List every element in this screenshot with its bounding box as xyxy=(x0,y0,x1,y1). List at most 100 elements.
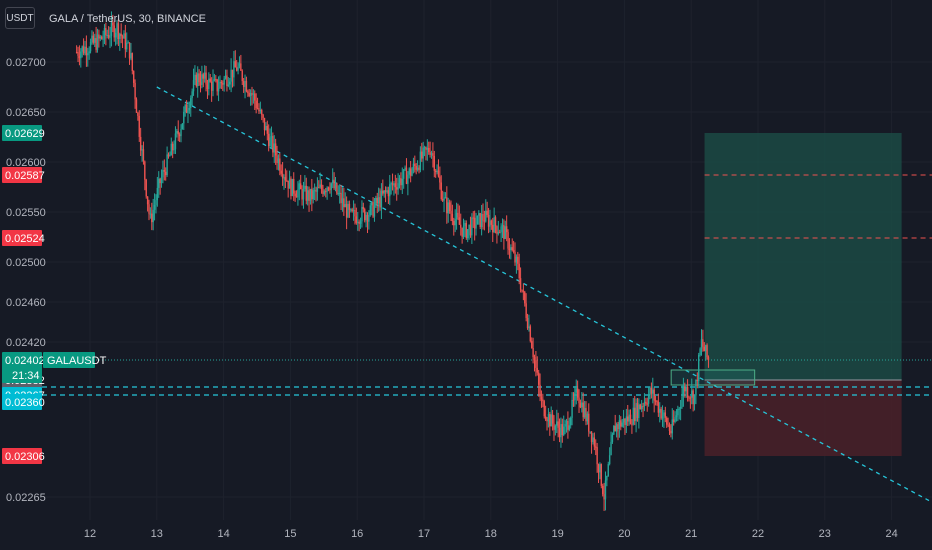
current-price-tag[interactable] xyxy=(2,352,42,383)
candle-body xyxy=(476,215,479,225)
candle-body xyxy=(358,221,360,224)
candle-body xyxy=(279,158,281,171)
candle-body xyxy=(684,387,686,392)
candle-body xyxy=(368,214,370,222)
profit-zone[interactable] xyxy=(704,133,902,380)
candle-body xyxy=(354,210,356,217)
candle-body xyxy=(141,149,143,151)
x-tick-label: 17 xyxy=(418,528,430,540)
candle-body xyxy=(159,178,161,184)
price-tag[interactable] xyxy=(2,167,42,183)
candle-body xyxy=(116,23,118,33)
price-tag-label: 0.02306 xyxy=(5,451,45,463)
candle-body xyxy=(483,220,486,222)
candle-body xyxy=(379,197,381,208)
symbol-title: GALA / TetherUS, 30, BINANCE xyxy=(49,13,206,25)
countdown-label: 21:34 xyxy=(12,370,40,382)
candle-body xyxy=(412,163,415,171)
x-tick-label: 22 xyxy=(752,528,764,540)
candle-body xyxy=(567,420,569,430)
currency-button[interactable]: USDT xyxy=(5,7,35,29)
candle-body xyxy=(489,220,491,227)
candle-body xyxy=(313,190,316,192)
candle-body xyxy=(633,407,636,422)
candle-body xyxy=(408,168,410,175)
candle-body xyxy=(105,27,107,36)
drawing-lines[interactable] xyxy=(42,86,932,503)
candle-body xyxy=(600,464,602,486)
candle-body xyxy=(615,424,618,432)
candle-body xyxy=(345,204,348,218)
price-tag[interactable] xyxy=(2,394,42,410)
candle-body xyxy=(542,399,544,402)
candle-body xyxy=(267,133,270,147)
candle-body xyxy=(451,213,454,221)
candle-body xyxy=(671,419,673,434)
candle-body xyxy=(524,291,526,304)
y-tick-label: 0.02265 xyxy=(6,492,46,504)
candle-body xyxy=(535,360,537,368)
candle-body xyxy=(416,167,419,170)
candle-body xyxy=(199,82,202,85)
candle-body xyxy=(610,441,612,456)
trendline[interactable] xyxy=(156,86,932,503)
candle-body xyxy=(578,397,580,404)
candle-body xyxy=(618,420,621,429)
candle-body xyxy=(194,74,196,81)
candle-body xyxy=(560,424,562,438)
candle-body xyxy=(475,224,477,229)
loss-zone[interactable] xyxy=(704,380,902,456)
candle-body xyxy=(659,408,661,413)
candle-body xyxy=(92,35,95,43)
long-position-zones[interactable] xyxy=(704,133,932,456)
price-tag[interactable] xyxy=(2,230,42,246)
candle-body xyxy=(252,93,255,95)
candle-body xyxy=(135,99,138,113)
candle-body xyxy=(393,183,395,186)
candle-body xyxy=(255,100,257,109)
candle-body xyxy=(217,88,220,92)
candle-body xyxy=(384,190,387,192)
candle-body xyxy=(563,426,565,436)
candle-body xyxy=(240,63,242,71)
price-axis[interactable]: 0.02700 0.02650 0.02600 0.02550 0.02500 0.024… xyxy=(2,57,107,504)
candle-body xyxy=(91,35,93,42)
candle-body xyxy=(139,136,142,151)
candle-body xyxy=(183,111,185,124)
price-tag[interactable] xyxy=(2,448,42,464)
candle-body xyxy=(357,221,359,223)
candle-body xyxy=(561,424,564,436)
candle-body xyxy=(554,425,557,430)
candle-body xyxy=(167,154,170,157)
price-tag[interactable] xyxy=(2,125,42,141)
candle-body xyxy=(340,192,342,204)
candle-body xyxy=(596,447,598,465)
candle-body xyxy=(447,202,449,214)
x-tick-label: 21 xyxy=(685,528,697,540)
candle-body xyxy=(87,53,89,56)
candle-body xyxy=(423,147,426,149)
candle-body xyxy=(585,408,587,422)
candle-body xyxy=(98,34,100,39)
candle-body xyxy=(511,247,513,251)
symbol-tag[interactable] xyxy=(43,352,95,368)
candle-body xyxy=(128,42,131,59)
candle-body xyxy=(547,414,550,422)
candle-body xyxy=(679,407,682,409)
candle-body xyxy=(390,183,392,185)
candle-body xyxy=(411,170,413,176)
candle-body xyxy=(414,163,416,167)
candle-body xyxy=(201,74,203,85)
candle-body xyxy=(492,224,494,233)
candle-body xyxy=(603,494,605,500)
candle-body xyxy=(75,52,78,53)
candle-body xyxy=(261,109,263,115)
candle-body xyxy=(434,170,437,173)
candle-body xyxy=(407,174,409,184)
candle-body xyxy=(213,79,216,81)
candle-body xyxy=(593,437,596,447)
candle-body xyxy=(251,93,253,95)
candle-body xyxy=(613,425,615,435)
time-axis[interactable]: 12 13 14 15 16 17 18 19 20 21 22 23 24 xyxy=(84,528,898,540)
